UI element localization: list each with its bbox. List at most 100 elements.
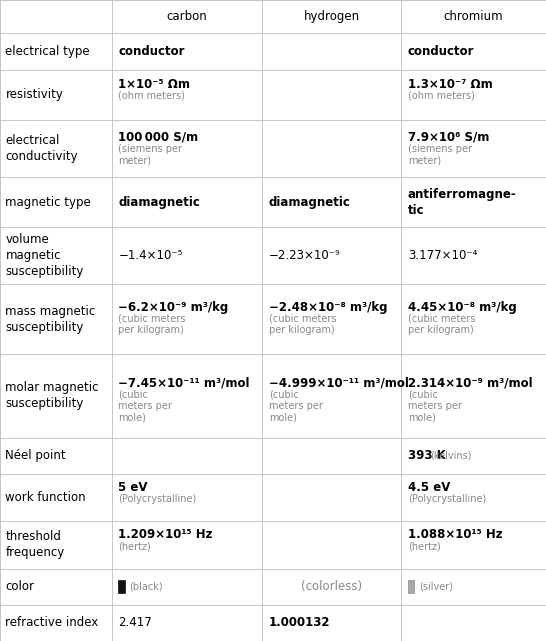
- Text: −2.48×10⁻⁸ m³/kg: −2.48×10⁻⁸ m³/kg: [269, 301, 387, 313]
- Bar: [262, 227, 401, 284]
- Bar: [0, 227, 112, 284]
- Bar: [112, 33, 262, 70]
- Bar: [262, 604, 401, 641]
- Bar: [262, 177, 401, 227]
- Bar: [112, 474, 262, 521]
- Bar: [262, 33, 401, 70]
- Bar: [118, 580, 125, 593]
- Text: magnetic type: magnetic type: [5, 196, 91, 208]
- Text: −4.999×10⁻¹¹ m³/mol: −4.999×10⁻¹¹ m³/mol: [269, 376, 408, 389]
- Bar: [401, 227, 546, 284]
- Text: −7.45×10⁻¹¹ m³/mol: −7.45×10⁻¹¹ m³/mol: [118, 376, 250, 389]
- Text: mass magnetic
susceptibility: mass magnetic susceptibility: [5, 304, 96, 333]
- Text: chromium: chromium: [444, 10, 503, 23]
- Text: (ohm meters): (ohm meters): [408, 91, 474, 101]
- Bar: [0, 569, 112, 604]
- Bar: [112, 438, 262, 474]
- Text: 2.314×10⁻⁹ m³/mol: 2.314×10⁻⁹ m³/mol: [408, 376, 532, 389]
- Bar: [262, 0, 401, 33]
- Bar: [401, 438, 546, 474]
- Text: −1.4×10⁻⁵: −1.4×10⁻⁵: [118, 249, 183, 262]
- Text: 4.45×10⁻⁸ m³/kg: 4.45×10⁻⁸ m³/kg: [408, 301, 517, 313]
- Text: (colorless): (colorless): [301, 580, 362, 593]
- Text: 3.177×10⁻⁴: 3.177×10⁻⁴: [408, 249, 477, 262]
- Text: 1.3×10⁻⁷ Ωm: 1.3×10⁻⁷ Ωm: [408, 78, 492, 91]
- Bar: [0, 120, 112, 177]
- Bar: [112, 569, 262, 604]
- Text: refractive index: refractive index: [5, 617, 99, 629]
- Text: 1.209×10¹⁵ Hz: 1.209×10¹⁵ Hz: [118, 528, 213, 541]
- Bar: [401, 70, 546, 120]
- Bar: [401, 354, 546, 438]
- Bar: [262, 354, 401, 438]
- Text: (hertz): (hertz): [118, 541, 151, 551]
- Bar: [401, 33, 546, 70]
- Text: 2.417: 2.417: [118, 617, 152, 629]
- Bar: [401, 120, 546, 177]
- Text: (black): (black): [129, 581, 163, 592]
- Bar: [401, 521, 546, 569]
- Text: 1.088×10¹⁵ Hz: 1.088×10¹⁵ Hz: [408, 528, 502, 541]
- Text: diamagnetic: diamagnetic: [118, 196, 200, 208]
- Text: carbon: carbon: [167, 10, 207, 23]
- Bar: [112, 354, 262, 438]
- Bar: [262, 569, 401, 604]
- Text: resistivity: resistivity: [5, 88, 63, 101]
- Bar: [0, 0, 112, 33]
- Bar: [0, 284, 112, 354]
- Text: −6.2×10⁻⁹ m³/kg: −6.2×10⁻⁹ m³/kg: [118, 301, 229, 313]
- Bar: [262, 70, 401, 120]
- Text: diamagnetic: diamagnetic: [269, 196, 351, 208]
- Text: (cubic meters
per kilogram): (cubic meters per kilogram): [408, 313, 476, 335]
- Text: (Polycrystalline): (Polycrystalline): [408, 494, 486, 504]
- Text: molar magnetic
susceptibility: molar magnetic susceptibility: [5, 381, 99, 410]
- Text: conductor: conductor: [118, 45, 185, 58]
- Bar: [0, 70, 112, 120]
- Text: (silver): (silver): [419, 581, 453, 592]
- Bar: [112, 227, 262, 284]
- Bar: [401, 177, 546, 227]
- Text: volume
magnetic
susceptibility: volume magnetic susceptibility: [5, 233, 84, 278]
- Bar: [401, 474, 546, 521]
- Text: (Polycrystalline): (Polycrystalline): [118, 494, 197, 504]
- Bar: [112, 120, 262, 177]
- Bar: [0, 177, 112, 227]
- Bar: [262, 438, 401, 474]
- Text: (siemens per
meter): (siemens per meter): [408, 144, 472, 165]
- Text: 1.000132: 1.000132: [269, 617, 330, 629]
- Bar: [262, 120, 401, 177]
- Text: work function: work function: [5, 491, 86, 504]
- Bar: [401, 0, 546, 33]
- Bar: [112, 0, 262, 33]
- Text: 1×10⁻⁵ Ωm: 1×10⁻⁵ Ωm: [118, 78, 191, 91]
- Text: (kelvins): (kelvins): [430, 451, 471, 461]
- Bar: [401, 604, 546, 641]
- Text: (cubic
meters per
mole): (cubic meters per mole): [118, 389, 173, 422]
- Text: (cubic
meters per
mole): (cubic meters per mole): [408, 389, 462, 422]
- Text: 393 K: 393 K: [408, 449, 446, 462]
- Text: electrical
conductivity: electrical conductivity: [5, 134, 78, 163]
- Text: 5 eV: 5 eV: [118, 481, 148, 494]
- Bar: [112, 177, 262, 227]
- Text: 4.5 eV: 4.5 eV: [408, 481, 450, 494]
- Text: (siemens per
meter): (siemens per meter): [118, 144, 182, 165]
- Bar: [262, 284, 401, 354]
- Text: 7.9×10⁶ S/m: 7.9×10⁶ S/m: [408, 131, 489, 144]
- Bar: [0, 604, 112, 641]
- Text: (cubic
meters per
mole): (cubic meters per mole): [269, 389, 323, 422]
- Bar: [0, 438, 112, 474]
- Bar: [401, 284, 546, 354]
- Bar: [262, 474, 401, 521]
- Text: Néel point: Néel point: [5, 449, 66, 462]
- Bar: [401, 569, 546, 604]
- Text: (hertz): (hertz): [408, 541, 441, 551]
- Text: (cubic meters
per kilogram): (cubic meters per kilogram): [118, 313, 186, 335]
- Text: (ohm meters): (ohm meters): [118, 91, 185, 101]
- Text: color: color: [5, 580, 34, 593]
- Bar: [0, 33, 112, 70]
- Bar: [262, 521, 401, 569]
- Text: antiferromagne-
tic: antiferromagne- tic: [408, 188, 517, 217]
- Bar: [0, 354, 112, 438]
- Text: electrical type: electrical type: [5, 45, 90, 58]
- Bar: [112, 70, 262, 120]
